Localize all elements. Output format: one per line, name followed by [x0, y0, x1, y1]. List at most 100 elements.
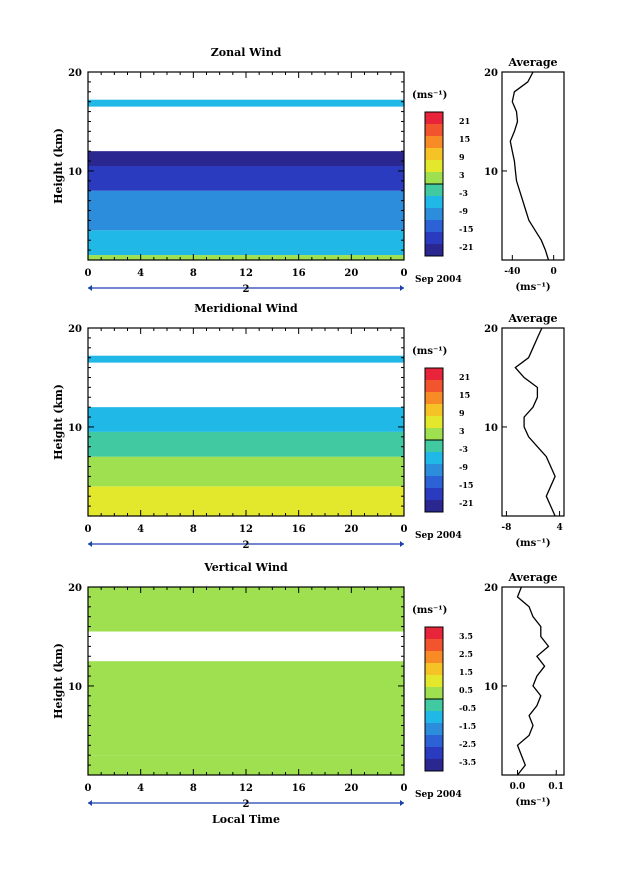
colorbar-swatch [425, 476, 443, 489]
colorbar-tick-label: -9 [459, 206, 468, 216]
colorbar-swatch [425, 380, 443, 393]
colorbar-swatch [425, 675, 443, 688]
x-tick-label: 0 [85, 783, 92, 794]
date-bar-arrow [88, 800, 92, 806]
profile-line [514, 327, 556, 517]
x-tick-label: 8 [190, 268, 197, 279]
colorbar-swatch [425, 747, 443, 760]
colorbar-swatch [425, 452, 443, 465]
colorbar-unit: (ms⁻¹) [412, 605, 447, 616]
field-band [88, 151, 404, 166]
colorbar-swatch [425, 404, 443, 417]
colorbar-swatch [425, 208, 443, 221]
y-tick-label: 20 [68, 324, 82, 335]
profile-x-tick-label: -40 [504, 267, 520, 277]
colorbar-swatch [425, 160, 443, 173]
field-band [88, 456, 404, 487]
panel-2: 0 4 8 12 16 20 0 10 20 Meridional Wind Height (km)… [52, 302, 565, 551]
colorbar-tick-label: -9 [459, 462, 468, 472]
colorbar-tick-label: 9 [459, 408, 465, 418]
date-suffix: Sep 2004 [415, 790, 462, 800]
x-tick-label: 0 [401, 268, 408, 279]
colorbar-swatch [425, 392, 443, 405]
colorbar-tick-label: 3.5 [459, 631, 473, 641]
profile-x-tick-label: 4 [556, 523, 562, 533]
profile-x-tick-label: 0.0 [510, 782, 526, 792]
x-tick-label: 16 [292, 268, 306, 279]
y-tick-label: 20 [68, 583, 82, 594]
date-label: 2 [243, 799, 250, 810]
colorbar-swatch [425, 627, 443, 640]
colorbar-tick-label: 9 [459, 152, 465, 162]
field-band [88, 587, 404, 632]
colorbar-swatch [425, 711, 443, 724]
profile-y-tick-label: 10 [484, 167, 498, 178]
date-bar-arrow [400, 285, 404, 291]
colorbar-swatch [425, 687, 443, 700]
colorbar-swatch [425, 416, 443, 429]
colorbar-tick-label: -2.5 [459, 739, 476, 749]
colorbar-swatch [425, 651, 443, 664]
colorbar-tick-label: -3 [459, 188, 468, 198]
colorbar-tick-label: 21 [459, 116, 470, 126]
profile-x-tick-label: -8 [501, 523, 511, 533]
colorbar-swatch [425, 196, 443, 209]
profile-title: Average [507, 56, 557, 69]
date-bar-arrow [400, 541, 404, 547]
colorbar-swatch [425, 488, 443, 501]
colorbar-tick-label: -21 [459, 242, 473, 252]
colorbar-swatch [425, 232, 443, 245]
colorbar-swatch [425, 148, 443, 161]
field-band [88, 190, 404, 231]
x-tick-label: 8 [190, 783, 197, 794]
colorbar-swatch [425, 663, 443, 676]
profile-y-tick-label: 20 [484, 583, 498, 594]
colorbar-tick-label: 21 [459, 372, 470, 382]
x-axis-label: Local Time [212, 813, 280, 826]
date-label: 2 [243, 284, 250, 295]
colorbar-tick-label: -3 [459, 444, 468, 454]
colorbar-tick-label: -0.5 [459, 703, 476, 713]
panel-title: Vertical Wind [203, 561, 288, 574]
x-tick-label: 16 [292, 524, 306, 535]
y-tick-label: 10 [68, 167, 82, 178]
colorbar-swatch [425, 699, 443, 712]
y-axis-label: Height (km) [52, 384, 65, 460]
x-tick-label: 12 [239, 783, 253, 794]
colorbar-swatch [425, 735, 443, 748]
field-band [88, 166, 404, 191]
colorbar-tick-label: 3 [459, 426, 465, 436]
colorbar-swatch [425, 428, 443, 441]
colorbar-tick-label: -3.5 [459, 757, 476, 767]
field-band [88, 99, 404, 107]
colorbar-tick-label: 0.5 [459, 685, 473, 695]
x-tick-label: 0 [401, 524, 408, 535]
x-tick-label: 4 [137, 783, 144, 794]
date-suffix: Sep 2004 [415, 531, 462, 541]
colorbar-tick-label: -21 [459, 498, 473, 508]
x-tick-label: 0 [401, 783, 408, 794]
colorbar-swatch [425, 759, 443, 772]
date-bar-arrow [88, 285, 92, 291]
colorbar-unit: (ms⁻¹) [412, 90, 447, 101]
field-band [88, 230, 404, 256]
colorbar-unit: (ms⁻¹) [412, 346, 447, 357]
colorbar-tick-label: 2.5 [459, 649, 473, 659]
field-band [88, 355, 404, 363]
profile-frame [501, 586, 565, 776]
colorbar-swatch [425, 464, 443, 477]
panel-3: 0 4 8 12 16 20 0 10 20 Vertical Wind Height (km) 2 S… [52, 561, 565, 826]
profile-title: Average [507, 312, 557, 325]
colorbar-swatch [425, 220, 443, 233]
panel-title: Meridional Wind [194, 302, 298, 315]
x-tick-label: 4 [137, 524, 144, 535]
date-bar-arrow [400, 800, 404, 806]
x-tick-label: 12 [239, 524, 253, 535]
colorbar-swatch [425, 440, 443, 453]
colorbar-tick-label: 3 [459, 170, 465, 180]
y-axis-label: Height (km) [52, 643, 65, 719]
profile-y-tick-label: 20 [484, 324, 498, 335]
x-tick-label: 12 [239, 268, 253, 279]
panel-1: 0 4 8 12 16 20 0 10 20 Zonal Wind Height (km) 2 Sep … [52, 46, 565, 295]
